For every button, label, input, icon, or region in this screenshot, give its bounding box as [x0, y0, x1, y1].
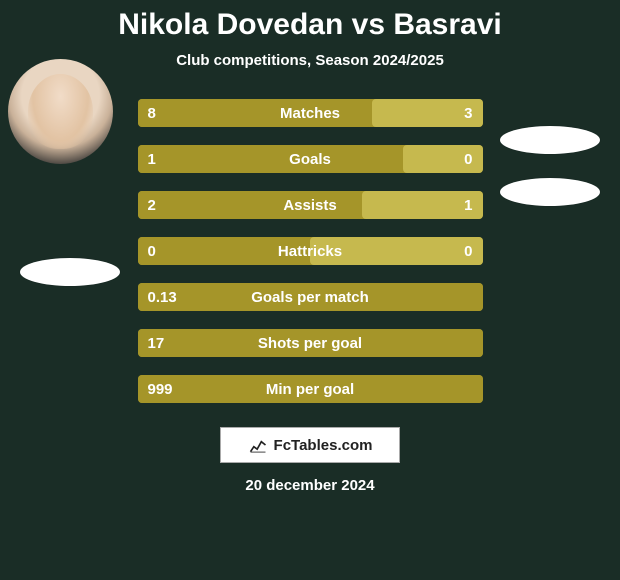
stat-value-right: 0: [464, 243, 472, 260]
footer-text: FcTables.com: [274, 437, 373, 454]
team-badge-right: [500, 178, 600, 206]
stat-row: 8 Matches 3: [0, 99, 620, 127]
stat-bar-track: 0 Hattricks 0: [138, 237, 483, 265]
page-title: Nikola Dovedan vs Basravi: [118, 8, 502, 42]
stat-value-left: 8: [148, 105, 156, 122]
stat-value-left: 1: [148, 151, 156, 168]
stat-bar-track: 8 Matches 3: [138, 99, 483, 127]
team-badge-left: [20, 258, 120, 286]
stat-bar-track: 17 Shots per goal: [138, 329, 483, 357]
team-badge-right: [500, 126, 600, 154]
stat-value-left: 999: [148, 381, 173, 398]
stat-row: 17 Shots per goal: [0, 329, 620, 357]
stat-value-right: 3: [464, 105, 472, 122]
stat-value-left: 2: [148, 197, 156, 214]
stat-bar-track: 1 Goals 0: [138, 145, 483, 173]
stat-value-right: 1: [464, 197, 472, 214]
fctables-logo[interactable]: FcTables.com: [220, 427, 400, 463]
stat-value-right: 0: [464, 151, 472, 168]
stat-metric-label: Shots per goal: [258, 335, 362, 352]
stat-metric-label: Hattricks: [278, 243, 342, 260]
stat-bar-track: 2 Assists 1: [138, 191, 483, 219]
stat-bar-track: 999 Min per goal: [138, 375, 483, 403]
comparison-card: Nikola Dovedan vs Basravi Club competiti…: [0, 0, 620, 580]
stat-metric-label: Goals: [289, 151, 331, 168]
stat-bar-left: [138, 145, 404, 173]
chart-icon: [248, 435, 268, 455]
page-subtitle: Club competitions, Season 2024/2025: [176, 52, 444, 69]
date-label: 20 december 2024: [245, 477, 374, 494]
stat-metric-label: Goals per match: [251, 289, 369, 306]
stat-value-left: 0: [148, 243, 156, 260]
stat-metric-label: Assists: [283, 197, 336, 214]
stat-bar-track: 0.13 Goals per match: [138, 283, 483, 311]
stat-metric-label: Matches: [280, 105, 340, 122]
stat-metric-label: Min per goal: [266, 381, 354, 398]
stat-row: 0.13 Goals per match: [0, 283, 620, 311]
stat-row: 999 Min per goal: [0, 375, 620, 403]
stat-value-left: 0.13: [148, 289, 177, 306]
stat-value-left: 17: [148, 335, 165, 352]
